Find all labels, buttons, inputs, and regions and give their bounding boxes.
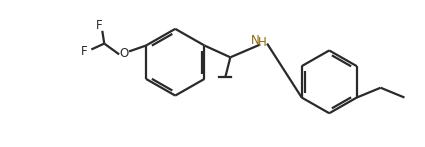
- Text: O: O: [119, 47, 129, 60]
- Text: H: H: [258, 36, 266, 49]
- Text: F: F: [81, 45, 88, 58]
- Text: N: N: [251, 34, 260, 47]
- Text: F: F: [96, 19, 102, 32]
